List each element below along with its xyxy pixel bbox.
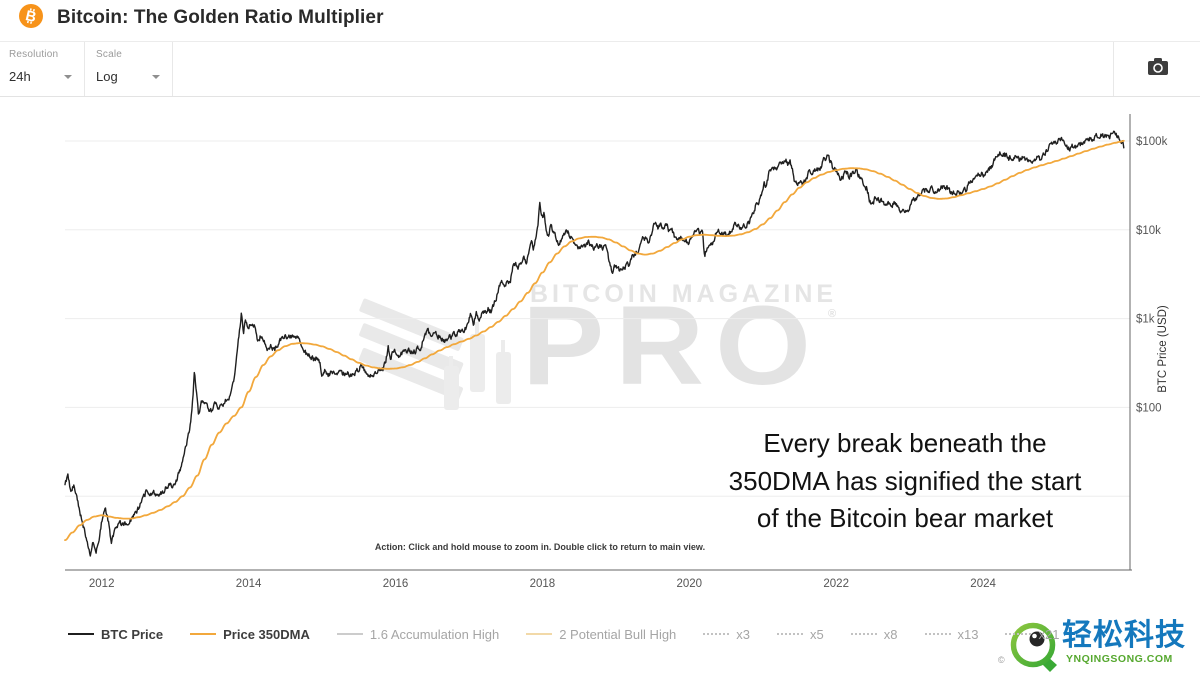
yqingsong-eye-icon — [1010, 622, 1057, 672]
legend-item-label: x13 — [957, 626, 979, 642]
copyright-mark: © — [998, 655, 1005, 665]
legend-item-label: x5 — [810, 626, 824, 642]
x-tick-label: 2024 — [970, 578, 996, 590]
watermark-title: BITCOIN MAGAZINE — [530, 280, 838, 308]
chart-area: BITCOIN MAGAZINE PRO ® 2012 2014 2016 2018 2… — [0, 96, 1200, 612]
header: B Bitcoin: The Golden Ratio Multiplier — [0, 0, 1200, 42]
screenshot-button[interactable] — [1113, 42, 1200, 96]
y-tick-label: $10k — [1136, 225, 1161, 237]
scale-label: Scale — [96, 49, 123, 60]
watermark-pro: PRO — [522, 283, 822, 408]
legend-line-sample — [68, 633, 94, 635]
x-tick-label: 2012 — [89, 578, 115, 590]
legend-item-label: Price 350DMA — [223, 626, 310, 642]
branding-name: 轻松科技 — [1062, 619, 1186, 652]
branding-site: YNQINGSONG.COM — [1066, 653, 1173, 665]
legend-line-sample — [190, 633, 217, 635]
legend-line-sample — [777, 633, 804, 635]
x-tick-label: 2020 — [677, 578, 703, 590]
legend-item-label: BTC Price — [101, 626, 164, 642]
legend-line-sample — [703, 633, 730, 635]
camera-icon — [1147, 58, 1168, 80]
chevron-down-icon — [64, 74, 72, 79]
resolution-section: Resolution 24h — [0, 42, 84, 96]
legend-item-label: 2 Potential Bull High — [559, 626, 677, 642]
chart-legend: BTC Price Price 350DMA 1.6 Accumulation Hi… — [68, 621, 1059, 647]
legend-item-btc-price[interactable]: BTC Price — [68, 627, 163, 642]
legend-item-x8[interactable]: x8 — [850, 626, 898, 642]
chevron-down-icon — [152, 74, 160, 79]
price-chart[interactable]: 2012 2014 2016 2018 2020 2022 2024 $100k $10k $1k… — [0, 96, 1200, 612]
legend-item-x3[interactable]: x3 — [703, 627, 750, 642]
legend-item-1-6-accumulation-high[interactable]: 1.6 Accumulation High — [336, 626, 500, 642]
resolution-dropdown[interactable]: 24h — [9, 69, 84, 84]
x-tick-label: 2014 — [236, 578, 262, 590]
watermark-registered: ® — [828, 308, 837, 320]
scale-value: Log — [96, 69, 118, 84]
y-tick-label: $100 — [1136, 402, 1162, 414]
legend-item-x13[interactable]: x13 — [924, 626, 979, 642]
legend-item-2-potential-bull-high[interactable]: 2 Potential Bull High — [526, 627, 676, 642]
toolbar: Resolution 24h Scale Log — [0, 42, 1200, 97]
legend-item-label: x8 — [883, 626, 898, 642]
page-title: Bitcoin: The Golden Ratio Multiplier — [57, 7, 384, 28]
legend-item-x5[interactable]: x5 — [777, 627, 824, 642]
scale-dropdown[interactable]: Log — [96, 69, 172, 84]
resolution-label: Resolution — [9, 49, 59, 60]
btc-price-line — [64, 130, 1125, 557]
y-tick-label: $100k — [1136, 136, 1168, 148]
legend-item-x21[interactable]: x21 — [1005, 627, 1059, 642]
toolbar-divider — [172, 42, 173, 96]
x-tick-label: 2016 — [383, 578, 409, 590]
bitcoin-icon: B — [19, 4, 43, 28]
legend-line-sample — [336, 633, 363, 635]
price-350dma-line — [64, 139, 1125, 541]
chart-annotation: Every break beneath the 350DMA has signi… — [728, 428, 1082, 533]
legend-line-sample — [526, 633, 553, 635]
action-note: Action: Click and hold mouse to zoom in.… — [374, 542, 706, 552]
legend-item-price-350dma[interactable]: Price 350DMA — [190, 627, 310, 642]
x-tick-label: 2018 — [530, 578, 556, 590]
x-tick-label: 2022 — [823, 578, 849, 590]
legend-line-sample — [850, 633, 877, 635]
scale-section: Scale Log — [84, 42, 172, 96]
resolution-value: 24h — [9, 69, 31, 84]
legend-item-label: x21 — [1038, 626, 1060, 642]
legend-line-sample — [1005, 633, 1032, 635]
legend-item-label: 1.6 Accumulation High — [369, 626, 500, 642]
legend-line-sample — [924, 633, 951, 635]
legend-item-label: x3 — [736, 626, 751, 642]
y-axis-title: BTC Price (USD) — [1157, 305, 1169, 393]
y-tick-label: $1k — [1136, 314, 1155, 326]
